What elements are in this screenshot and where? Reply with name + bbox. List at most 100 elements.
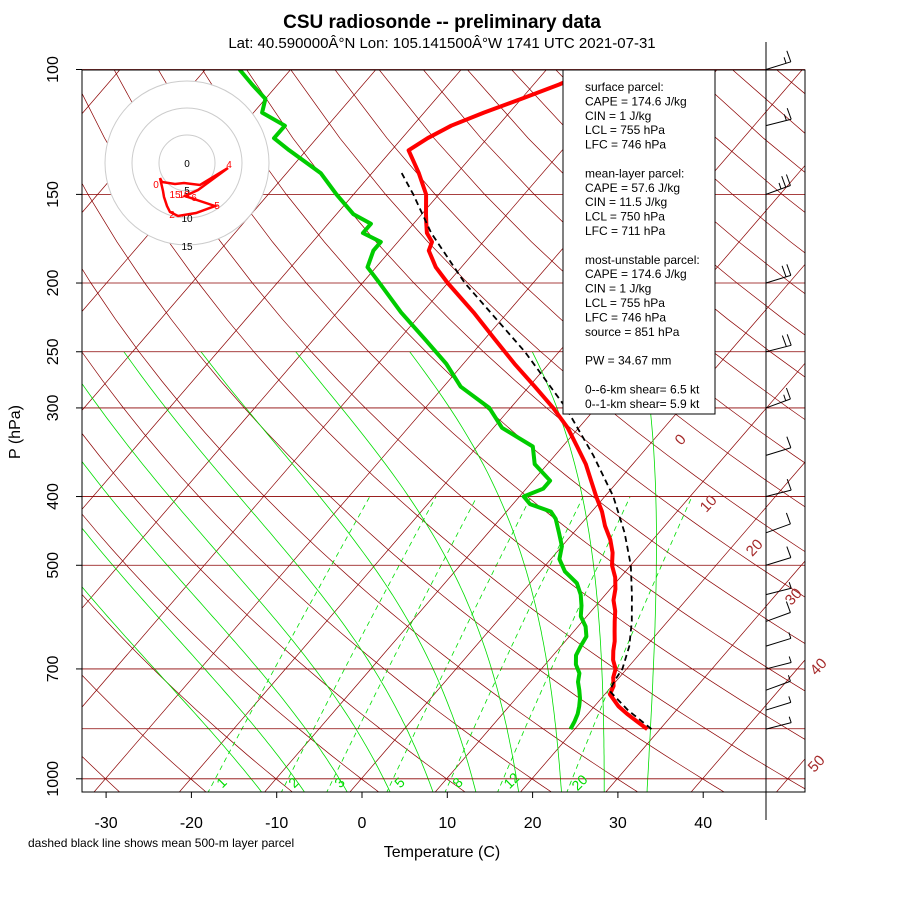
isotherm-label: 40	[807, 655, 831, 679]
x-tick-label: 0	[358, 815, 367, 832]
stats-line: LCL = 755 hPa	[585, 123, 665, 137]
dry-adiabat	[113, 70, 805, 740]
wind-barb	[765, 436, 792, 456]
dry-adiabat	[423, 70, 805, 421]
mixing-ratio-label: 12	[500, 769, 522, 791]
isotherm-line	[605, 560, 805, 792]
hodograph-ring-label: 0	[184, 159, 190, 170]
mixing-ratio-label: 8	[449, 774, 466, 791]
plot-frame	[81, 69, 806, 793]
hodograph-trace	[158, 166, 229, 218]
x-tick-label: 30	[609, 815, 627, 832]
hodograph-point-label: 10	[178, 190, 190, 201]
y-tick-label: 400	[45, 483, 62, 510]
dry-adiabat	[82, 351, 553, 792]
isotherm-line	[82, 70, 632, 708]
x-tick-label: 20	[524, 815, 542, 832]
hodograph-point-label: 5	[214, 201, 220, 212]
mixing-ratio-line	[207, 496, 371, 792]
stats-line: CAPE = 174.6 J/kg	[585, 267, 687, 281]
parcel-line	[400, 172, 653, 730]
x-tick-label: -20	[180, 815, 203, 832]
stats-line: LFC = 746 hPa	[585, 310, 666, 324]
stats-line: CIN = 11.5 J/kg	[585, 195, 667, 209]
dry-adiabat	[865, 70, 900, 794]
dry-adiabat	[82, 92, 805, 790]
x-axis-ticks: -30 -20 -10 0 10 20 30 40	[95, 792, 712, 832]
stats-line: surface parcel:	[585, 80, 664, 94]
wind-barb	[765, 601, 791, 622]
hodograph-ring-label: 10	[181, 214, 193, 225]
stats-line: PW = 34.67 mm	[585, 354, 671, 368]
stats-line: 0--6-km shear= 6.5 kt	[585, 382, 700, 396]
wind-barb	[765, 632, 792, 647]
dry-adiabat	[202, 70, 805, 645]
y-axis-ticks: 1000 700 500 400 300 250 200 150 100	[45, 56, 82, 797]
isotherm-line	[520, 461, 805, 792]
mixing-ratio-line	[386, 496, 532, 792]
isotherm-label: 30	[782, 585, 806, 609]
wind-barb	[765, 716, 792, 730]
isotherm-line	[434, 362, 805, 792]
stats-line: LFC = 746 hPa	[585, 138, 666, 152]
x-tick-label: 10	[438, 815, 456, 832]
mixing-ratio-line	[326, 496, 478, 792]
footnote: dashed black line shows mean 500-m layer…	[28, 836, 294, 850]
moist-adiabat	[295, 351, 520, 792]
dry-adiabat	[246, 70, 805, 598]
x-tick-label: 40	[694, 815, 712, 832]
wind-barbs	[765, 50, 792, 730]
stats-line: CIN = 1 J/kg	[585, 109, 651, 123]
y-tick-label: 1000	[45, 761, 62, 797]
isotherm-line	[349, 263, 805, 792]
mixing-ratio-labels: 1 2 3 5 8 12 20	[213, 769, 591, 793]
isotherm-line	[860, 70, 900, 794]
x-axis-label: Temperature (C)	[384, 844, 500, 861]
y-tick-label: 700	[45, 655, 62, 682]
moist-adiabat	[531, 351, 605, 792]
dewpoint-line	[237, 70, 589, 731]
hodograph-point-label: 15	[169, 190, 181, 201]
wind-barb	[765, 696, 792, 711]
mixing-ratio-label: 5	[391, 774, 408, 791]
dry-adiabat	[290, 70, 805, 553]
stats-line: 0--1-km shear= 5.9 kt	[585, 397, 700, 411]
temperature-line	[406, 70, 649, 731]
moist-adiabat	[200, 351, 477, 792]
stats-line: mean-layer parcel:	[585, 166, 684, 180]
moist-adiabat	[82, 460, 348, 792]
profiles	[237, 70, 653, 731]
dry-adiabat	[467, 70, 805, 378]
stats-line: LCL = 750 hPa	[585, 210, 665, 224]
wind-barb	[765, 512, 791, 534]
hodograph-ring-label: 5	[184, 186, 190, 197]
moist-adiabat	[123, 351, 434, 792]
dry-adiabat	[158, 70, 805, 692]
dry-adiabat	[732, 70, 805, 134]
y-tick-label: 250	[45, 338, 62, 365]
dry-adiabat	[82, 513, 380, 792]
moist-adiabat	[82, 527, 305, 792]
hodograph-point-label: 0	[153, 180, 159, 191]
wind-barb	[765, 264, 792, 284]
stats-line: CIN = 1 J/kg	[585, 282, 651, 296]
dry-adiabat	[82, 268, 639, 792]
mixing-ratio-line	[497, 496, 631, 792]
wind-barb	[765, 174, 791, 195]
isotherm-labels: 0 10 20 30 40 50	[672, 431, 831, 776]
isotherm-line	[82, 70, 377, 411]
stats-line: CAPE = 57.6 J/kg	[585, 181, 680, 195]
isotherm-label: 20	[743, 536, 767, 560]
stats-line: LFC = 711 hPa	[585, 224, 665, 238]
mixing-ratio-label: 1	[213, 774, 230, 791]
stats-line: LCL = 755 hPa	[585, 296, 665, 310]
wind-barb	[765, 656, 792, 670]
stats-line: source = 851 hPa	[585, 325, 680, 339]
wind-barb	[765, 582, 792, 596]
x-tick-label: -30	[95, 815, 118, 832]
wind-barb	[765, 334, 792, 353]
isotherm-label: 0	[672, 431, 690, 449]
isotherm-label: 50	[805, 752, 829, 776]
